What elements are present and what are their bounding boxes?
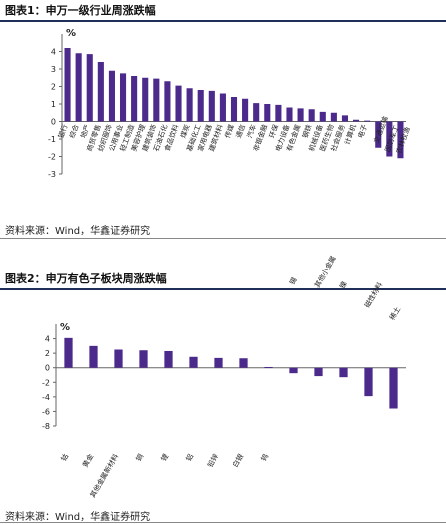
- y-unit-label: %: [60, 322, 70, 333]
- y-tick-label: 1: [51, 100, 56, 109]
- figure2-source-rule: [0, 522, 446, 523]
- category-label: 铜: [134, 452, 145, 463]
- bar: [239, 358, 248, 368]
- bar: [75, 53, 82, 122]
- bar: [341, 115, 349, 122]
- y-unit-label: %: [66, 28, 76, 39]
- bar: [297, 108, 304, 122]
- category-label: 镍: [337, 280, 348, 291]
- bar: [114, 349, 123, 368]
- bar: [131, 76, 138, 122]
- bar: [364, 120, 371, 122]
- bar: [64, 48, 71, 122]
- bar: [208, 90, 215, 122]
- category-label: 稀土: [387, 305, 402, 322]
- bar: [164, 350, 173, 368]
- bar: [230, 97, 238, 122]
- bar: [339, 367, 348, 378]
- y-tick-label: -4: [42, 393, 50, 402]
- bar: [286, 107, 293, 122]
- y-tick-label: -8: [42, 422, 50, 431]
- category-label: 电子: [356, 123, 369, 139]
- bar: [397, 121, 404, 159]
- bar: [242, 98, 249, 122]
- bar: [89, 345, 98, 368]
- bar: [319, 111, 326, 122]
- bar: [197, 90, 204, 122]
- figure1-title: 图表1：申万一级行业周涨跌幅: [5, 4, 156, 17]
- category-label: 铝: [184, 452, 195, 463]
- bar: [86, 54, 93, 122]
- figure1-source-rule: [0, 238, 446, 239]
- bar: [264, 366, 273, 368]
- y-tick-label: 2: [45, 349, 50, 358]
- bar: [330, 112, 337, 122]
- bar: [186, 88, 193, 122]
- category-label: 黄金: [80, 452, 95, 469]
- category-label: 白银: [230, 452, 245, 469]
- bar: [253, 103, 260, 122]
- figure2-header: 图表2：申万有色子板块周涨跌幅: [0, 268, 446, 290]
- figure1-header-rule: [0, 20, 446, 22]
- y-tick-label: -1: [48, 135, 56, 144]
- bar: [275, 104, 282, 122]
- bar: [289, 367, 298, 374]
- category-label: 锡: [287, 276, 298, 287]
- y-tick-label: -2: [48, 153, 56, 162]
- y-tick-label: 3: [51, 65, 56, 74]
- bar: [364, 367, 373, 397]
- bar: [308, 109, 315, 122]
- y-tick-label: 4: [45, 335, 50, 344]
- y-tick-label: 0: [45, 364, 50, 373]
- figure1-header: 图表1：申万一级行业周涨跌幅: [0, 0, 446, 22]
- y-tick-label: -3: [48, 170, 56, 179]
- y-tick-label: 4: [51, 48, 56, 57]
- category-label: 锂: [159, 452, 170, 463]
- bar: [139, 350, 148, 368]
- bar: [389, 367, 398, 409]
- y-tick-label: -2: [42, 378, 50, 387]
- bar: [108, 70, 115, 122]
- bar: [164, 81, 171, 122]
- bar: [153, 78, 160, 122]
- category-label: 钴: [59, 452, 70, 463]
- y-tick-label: 0: [51, 118, 56, 127]
- figure1-bar-chart: -3-2-101234%银行综合地产商贸零售纺织服饰公用事业轻工制造美容护理建筑…: [48, 28, 412, 179]
- bar: [175, 85, 182, 122]
- bar: [353, 119, 360, 122]
- figure2-title: 图表2：申万有色子板块周涨跌幅: [5, 272, 167, 285]
- figure2-header-rule: [0, 288, 446, 290]
- bar: [314, 367, 323, 377]
- bar: [375, 121, 382, 148]
- bar: [386, 121, 393, 157]
- bar: [189, 356, 198, 368]
- bar: [64, 337, 73, 368]
- bar: [142, 77, 149, 122]
- y-tick-label: 2: [51, 83, 56, 92]
- category-label: 钨: [259, 452, 270, 463]
- figure2-bar-chart: -8-6-4-2024%钴 黄金其他金属新材料铜锂铝铅锌 白银 钨锡 其他小金属镍磁性材…: [42, 254, 406, 499]
- bar: [97, 62, 104, 122]
- y-tick-label: -6: [42, 407, 50, 416]
- figure2-source: 资料来源：Wind，华鑫证券研究: [5, 512, 151, 523]
- figure1-source: 资料来源：Wind，华鑫证券研究: [5, 226, 151, 237]
- bar: [214, 357, 223, 368]
- category-label: 铅锌: [205, 452, 220, 469]
- bar: [219, 93, 226, 122]
- bar: [119, 73, 127, 122]
- bar: [264, 104, 271, 122]
